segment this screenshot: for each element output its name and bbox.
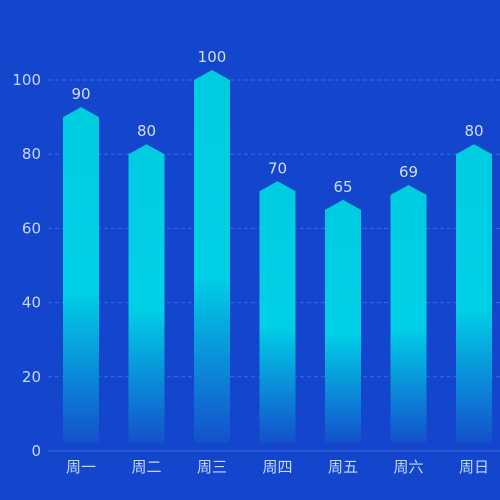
x-tick-label: 周六	[393, 458, 423, 476]
bars	[63, 70, 492, 444]
x-tick-label: 周三	[197, 458, 227, 476]
bar[interactable]	[456, 144, 492, 443]
bar-value-label: 80	[137, 122, 156, 140]
bar[interactable]	[128, 144, 165, 443]
bar-value-label: 69	[399, 163, 418, 181]
y-tick-label: 0	[31, 442, 41, 460]
y-tick-label: 80	[22, 145, 41, 163]
bar-value-label: 90	[71, 85, 90, 103]
bar-value-label: 100	[198, 48, 227, 66]
x-tick-label: 周日	[459, 458, 489, 476]
bar-value-label: 70	[268, 159, 287, 177]
y-axis-ticks: 0 20 40 60 80 100	[12, 71, 41, 460]
x-tick-label: 周四	[262, 458, 292, 476]
bar[interactable]	[325, 199, 361, 443]
y-tick-label: 100	[12, 71, 41, 89]
x-tick-label: 周二	[131, 458, 161, 476]
x-axis-ticks: 周一 周二 周三 周四 周五 周六 周日	[66, 458, 489, 476]
bar[interactable]	[390, 185, 427, 443]
y-tick-label: 40	[22, 294, 41, 312]
bar[interactable]	[63, 107, 99, 443]
data-labels: 90 80 100 70 65 69 80	[71, 48, 483, 196]
y-tick-label: 20	[22, 368, 41, 386]
x-tick-label: 周一	[66, 458, 96, 476]
bar[interactable]	[194, 70, 230, 443]
y-tick-label: 60	[22, 219, 41, 237]
bar-value-label: 80	[464, 122, 483, 140]
bar-value-label: 65	[333, 178, 352, 196]
x-tick-label: 周五	[328, 458, 358, 476]
bar[interactable]	[259, 181, 296, 444]
